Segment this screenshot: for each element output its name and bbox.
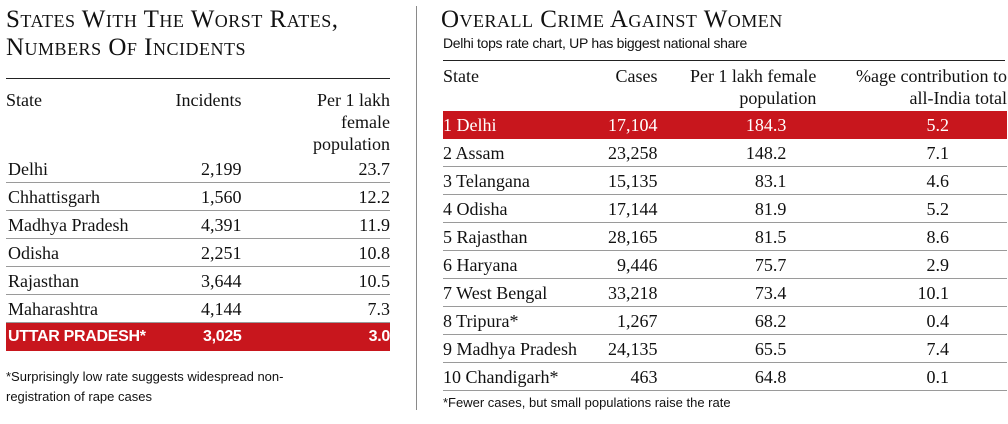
share-cell: 2.9: [816, 250, 1007, 279]
share-cell: 7.4: [816, 334, 1007, 363]
state-cell: 3 Telangana: [443, 166, 588, 195]
share-column-header: %age contribution to all-India total: [856, 66, 1007, 108]
rate-cell: 10.8: [241, 238, 390, 267]
state-cell: 2 Assam: [443, 138, 588, 167]
rate-cell: 11.9: [241, 210, 390, 239]
state-column-header: State: [443, 66, 479, 86]
rate-cell: 10.5: [241, 266, 390, 295]
rate-cell: 83.1: [657, 166, 817, 195]
incidents-cell: 4,391: [153, 210, 242, 239]
share-cell: 5.2: [816, 111, 1007, 139]
state-cell: Odisha: [6, 238, 153, 267]
incidents-cell: 2,251: [153, 238, 242, 267]
cases-cell: 28,165: [587, 222, 658, 251]
incidents-cell: 3,644: [153, 266, 242, 295]
state-cell: 7 West Bengal: [443, 278, 588, 307]
rate-cell: 68.2: [657, 306, 817, 335]
table-row: 8 Tripura* 1,267 68.2 0.4: [443, 306, 1007, 335]
rate-cell: 12.2: [241, 182, 390, 211]
share-cell: 0.1: [816, 362, 1007, 391]
right-panel-title: Overall Crime Against Women: [441, 6, 783, 33]
share-cell: 7.1: [816, 138, 1007, 167]
cases-cell: 15,135: [587, 166, 658, 195]
table-row: Rajasthan 3,644 10.5: [6, 266, 390, 295]
state-cell: UTTAR PRADESH*: [6, 322, 153, 351]
rate-cell: 7.3: [241, 294, 390, 323]
right-panel-subtitle: Delhi tops rate chart, UP has biggest na…: [443, 35, 747, 51]
state-cell: Maharashtra: [6, 294, 153, 323]
incidents-column-header: Incidents: [175, 90, 242, 110]
table-row: 2 Assam 23,258 148.2 7.1: [443, 138, 1007, 167]
state-cell: 9 Madhya Pradesh: [443, 334, 588, 363]
table-row: Odisha 2,251 10.8: [6, 238, 390, 267]
state-cell: 8 Tripura*: [443, 306, 588, 335]
table-row: 4 Odisha 17,144 81.9 5.2: [443, 194, 1007, 223]
right-footnote: *Fewer cases, but small populations rais…: [443, 395, 731, 410]
rate-cell: 23.7: [241, 155, 390, 183]
state-cell: Rajasthan: [6, 266, 153, 295]
state-column-header: State: [6, 90, 42, 110]
share-cell: 4.6: [816, 166, 1007, 195]
table-row: Maharashtra 4,144 7.3: [6, 294, 390, 323]
cases-column-header: Cases: [615, 66, 658, 86]
state-cell: 10 Chandigarh*: [443, 362, 588, 391]
cases-cell: 1,267: [587, 306, 658, 335]
incidents-cell: 1,560: [153, 182, 242, 211]
share-cell: 8.6: [816, 222, 1007, 251]
share-cell: 0.4: [816, 306, 1007, 335]
incidents-cell: 2,199: [153, 155, 242, 183]
worst-rates-table: State Incidents Per 1 lakh female popula…: [6, 89, 390, 351]
table-row: 9 Madhya Pradesh 24,135 65.5 7.4: [443, 334, 1007, 363]
rate-column-header: Per 1 lakh female population: [689, 66, 817, 108]
state-cell: 5 Rajasthan: [443, 222, 588, 251]
cases-cell: 23,258: [587, 138, 658, 167]
rate-cell: 75.7: [657, 250, 817, 279]
table-row: 10 Chandigarh* 463 64.8 0.1: [443, 362, 1007, 391]
overall-crime-table: State Cases Per 1 lakh female population…: [443, 65, 1007, 391]
highlighted-table-row: UTTAR PRADESH* 3,025 3.0: [6, 322, 390, 351]
cases-cell: 24,135: [587, 334, 658, 363]
state-cell: 6 Haryana: [443, 250, 588, 279]
table-row: 5 Rajasthan 28,165 81.5 8.6: [443, 222, 1007, 251]
rate-cell: 65.5: [657, 334, 817, 363]
rate-cell: 81.5: [657, 222, 817, 251]
rate-cell: 184.3: [657, 111, 817, 139]
rate-cell: 81.9: [657, 194, 817, 223]
table-row: 6 Haryana 9,446 75.7 2.9: [443, 250, 1007, 279]
left-footnote: *Surprisingly low rate suggests widespre…: [6, 369, 284, 404]
rate-cell: 73.4: [657, 278, 817, 307]
incidents-cell: 4,144: [153, 294, 242, 323]
table-row: 3 Telangana 15,135 83.1 4.6: [443, 166, 1007, 195]
cases-cell: 17,144: [587, 194, 658, 223]
panel-divider: [416, 6, 417, 410]
table-row: 7 West Bengal 33,218 73.4 10.1: [443, 278, 1007, 307]
highlighted-table-row: 1 Delhi 17,104 184.3 5.2: [443, 111, 1007, 139]
cases-cell: 9,446: [587, 250, 658, 279]
table-row: Madhya Pradesh 4,391 11.9: [6, 210, 390, 239]
state-cell: Madhya Pradesh: [6, 210, 153, 239]
left-panel-title: States With The Worst Rates, Numbers Of …: [6, 6, 339, 61]
table-row: Chhattisgarh 1,560 12.2: [6, 182, 390, 211]
right-header-rule: [443, 60, 1005, 61]
state-cell: 4 Odisha: [443, 194, 588, 223]
share-cell: 10.1: [816, 278, 1007, 307]
table-header-row: State Cases Per 1 lakh female population…: [443, 65, 1007, 111]
cases-cell: 463: [587, 362, 658, 391]
cases-cell: 33,218: [587, 278, 658, 307]
share-cell: 5.2: [816, 194, 1007, 223]
incidents-cell: 3,025: [153, 322, 242, 351]
cases-cell: 17,104: [587, 111, 658, 139]
left-header-rule: [6, 78, 390, 79]
rate-cell: 3.0: [241, 322, 390, 351]
state-cell: Chhattisgarh: [6, 182, 153, 211]
table-row: Delhi 2,199 23.7: [6, 155, 390, 183]
rate-column-header: Per 1 lakh female population: [313, 90, 390, 154]
state-cell: Delhi: [6, 155, 153, 183]
table-header-row: State Incidents Per 1 lakh female popula…: [6, 89, 390, 155]
rate-cell: 148.2: [657, 138, 817, 167]
state-cell: 1 Delhi: [443, 111, 588, 139]
rate-cell: 64.8: [657, 362, 817, 391]
